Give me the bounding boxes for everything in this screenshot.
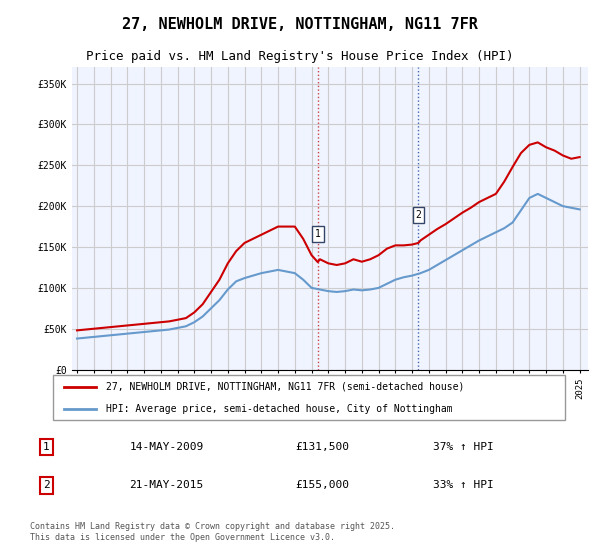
Text: 14-MAY-2009: 14-MAY-2009 bbox=[130, 442, 203, 452]
Text: 2: 2 bbox=[416, 210, 421, 220]
Text: 33% ↑ HPI: 33% ↑ HPI bbox=[433, 480, 494, 491]
Text: 27, NEWHOLM DRIVE, NOTTINGHAM, NG11 7FR (semi-detached house): 27, NEWHOLM DRIVE, NOTTINGHAM, NG11 7FR … bbox=[106, 381, 464, 391]
Text: 1: 1 bbox=[315, 229, 321, 239]
FancyBboxPatch shape bbox=[53, 375, 565, 420]
Text: Contains HM Land Registry data © Crown copyright and database right 2025.
This d: Contains HM Land Registry data © Crown c… bbox=[30, 522, 395, 542]
Text: 2: 2 bbox=[43, 480, 50, 491]
Text: Price paid vs. HM Land Registry's House Price Index (HPI): Price paid vs. HM Land Registry's House … bbox=[86, 50, 514, 63]
Text: 21-MAY-2015: 21-MAY-2015 bbox=[130, 480, 203, 491]
Text: £155,000: £155,000 bbox=[295, 480, 349, 491]
Text: 37% ↑ HPI: 37% ↑ HPI bbox=[433, 442, 494, 452]
Text: HPI: Average price, semi-detached house, City of Nottingham: HPI: Average price, semi-detached house,… bbox=[106, 404, 453, 414]
Text: 1: 1 bbox=[43, 442, 50, 452]
Text: £131,500: £131,500 bbox=[295, 442, 349, 452]
Text: 27, NEWHOLM DRIVE, NOTTINGHAM, NG11 7FR: 27, NEWHOLM DRIVE, NOTTINGHAM, NG11 7FR bbox=[122, 17, 478, 32]
